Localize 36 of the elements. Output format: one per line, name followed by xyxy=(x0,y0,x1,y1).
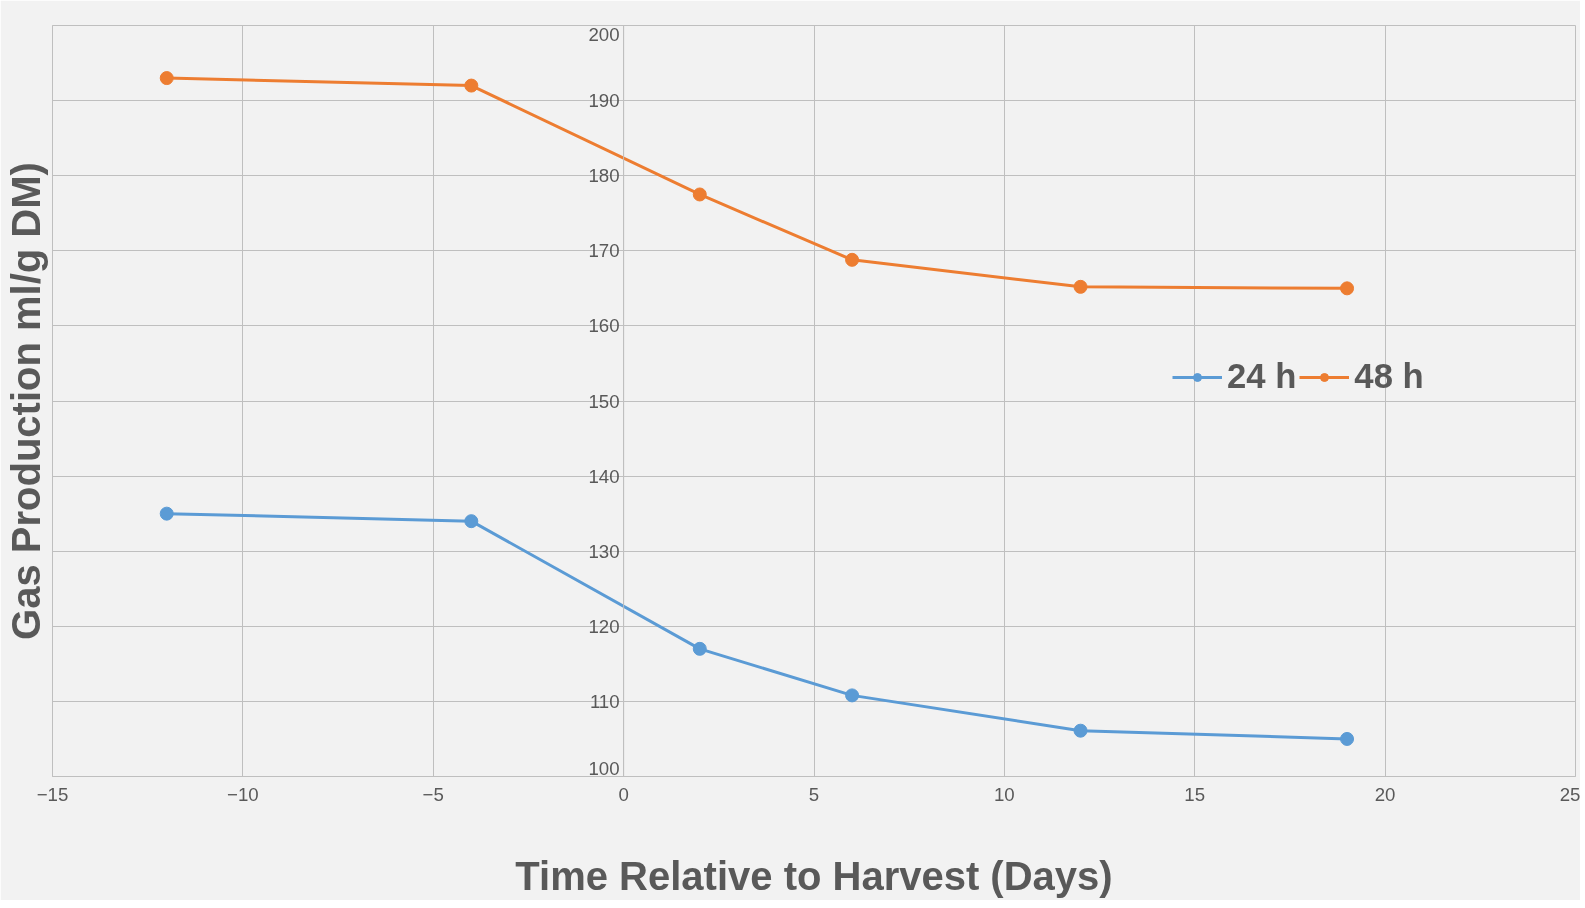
y-tick-label: 100 xyxy=(588,757,620,779)
point xyxy=(845,252,860,267)
point xyxy=(1340,731,1355,746)
y-tick-label: 160 xyxy=(588,315,620,337)
x-tick-label: 5 xyxy=(808,783,820,805)
y-tick-label: 150 xyxy=(588,390,620,412)
point xyxy=(692,187,707,202)
legend-label: 48 h xyxy=(1354,357,1424,396)
y-tick-label: 130 xyxy=(588,540,620,562)
point xyxy=(464,78,479,93)
point xyxy=(159,506,174,521)
point xyxy=(1073,279,1088,294)
y-tick-label: 180 xyxy=(588,165,620,187)
point xyxy=(1073,723,1088,738)
x-tick-label: 10 xyxy=(994,783,1015,805)
x-tick-label: −5 xyxy=(422,783,444,805)
y-tick-label: 140 xyxy=(588,465,620,487)
x-tick-label: 20 xyxy=(1374,783,1396,805)
y-tick-label: 110 xyxy=(589,690,620,712)
point xyxy=(845,688,860,703)
y-tick-label: 120 xyxy=(588,615,620,637)
x-tick-label: −15 xyxy=(36,783,69,805)
legend-label: 24 h xyxy=(1227,357,1297,396)
x-tick-label: −10 xyxy=(227,783,259,805)
y-tick-label: 170 xyxy=(588,240,620,262)
y-axis-title: Gas Production ml/g DM) xyxy=(3,162,48,640)
x-tick-label: 15 xyxy=(1184,783,1206,805)
y-tick-label: 190 xyxy=(588,90,620,112)
x-tick-label: 25 xyxy=(1559,783,1581,805)
x-tick-label: 0 xyxy=(618,783,629,805)
point xyxy=(692,641,707,656)
point xyxy=(464,514,479,529)
point xyxy=(159,71,174,86)
point xyxy=(1340,281,1355,296)
x-axis-title: Time Relative to Harvest (Days) xyxy=(515,853,1113,898)
y-tick-label: 200 xyxy=(588,23,620,45)
